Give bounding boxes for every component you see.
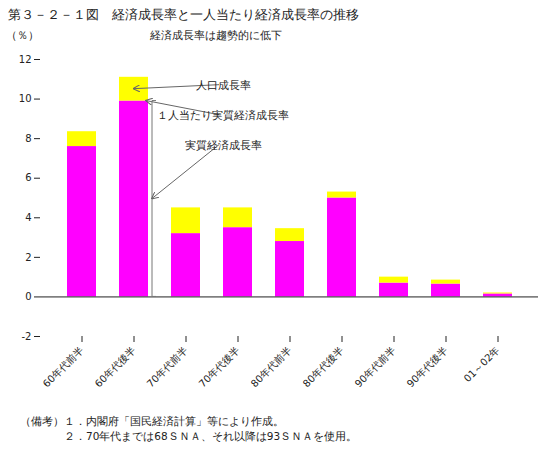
svg-text:0: 0 xyxy=(25,291,31,302)
html-text:第３－２－１図 経済成長率と一人当たり経済成長率の推移: 第３－２－１図 経済成長率と一人当たり経済成長率の推移 xyxy=(8,7,359,22)
svg-text:人口成長率: 人口成長率 xyxy=(196,79,251,92)
html-text:経済成長率は趨勢的に低下: 経済成長率は趨勢的に低下 xyxy=(150,29,282,42)
svg-text:60年代前半: 60年代前半 xyxy=(41,344,86,389)
svg-text:10: 10 xyxy=(19,93,32,104)
svg-text:90年代後半: 90年代後半 xyxy=(405,344,450,389)
svg-text:実質経済成長率: 実質経済成長率 xyxy=(185,139,262,152)
svg-text:80年代後半: 80年代後半 xyxy=(301,344,346,389)
svg-text:-2: -2 xyxy=(22,331,32,342)
svg-text:2: 2 xyxy=(25,252,31,263)
svg-text:60年代後半: 60年代後半 xyxy=(93,344,138,389)
html-text:２．70年代までは68ＳＮＡ、それ以降は93ＳＮＡを使用。: ２．70年代までは68ＳＮＡ、それ以降は93ＳＮＡを使用。 xyxy=(20,430,358,442)
html-text:（備考）１．内閣府「国民経済計算」等により作成。: （備考）１．内閣府「国民経済計算」等により作成。 xyxy=(20,415,284,427)
svg-text:6: 6 xyxy=(25,172,31,183)
svg-text:4: 4 xyxy=(25,212,31,223)
svg-text:12: 12 xyxy=(19,54,32,65)
svg-text:１人当たり実質経済成長率: １人当たり実質経済成長率 xyxy=(157,109,289,122)
svg-text:01～02年: 01～02年 xyxy=(462,344,502,384)
svg-text:70年代後半: 70年代後半 xyxy=(197,344,242,389)
svg-text:70年代前半: 70年代前半 xyxy=(145,344,190,389)
svg-text:8: 8 xyxy=(25,133,31,144)
svg-text:80年代前半: 80年代前半 xyxy=(249,344,294,389)
svg-text:90年代前半: 90年代前半 xyxy=(353,344,398,389)
